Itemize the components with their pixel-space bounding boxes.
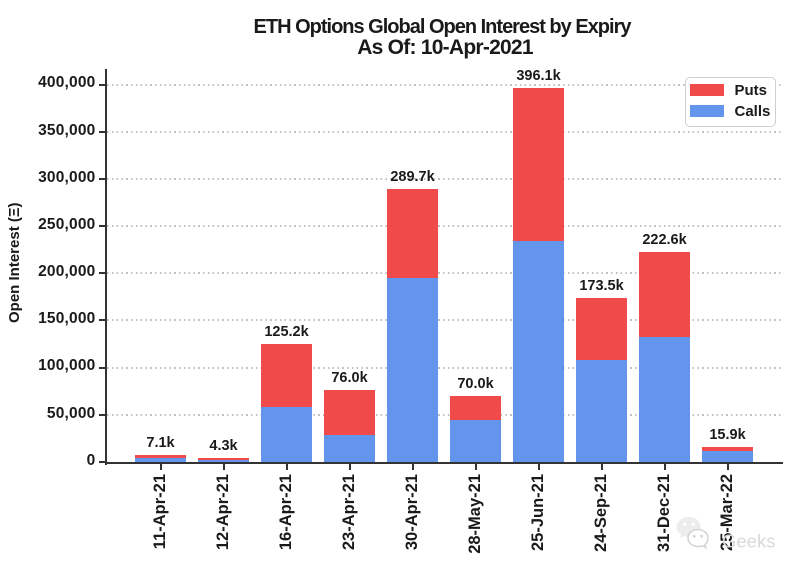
svg-text:Geeks: Geeks — [722, 531, 775, 552]
